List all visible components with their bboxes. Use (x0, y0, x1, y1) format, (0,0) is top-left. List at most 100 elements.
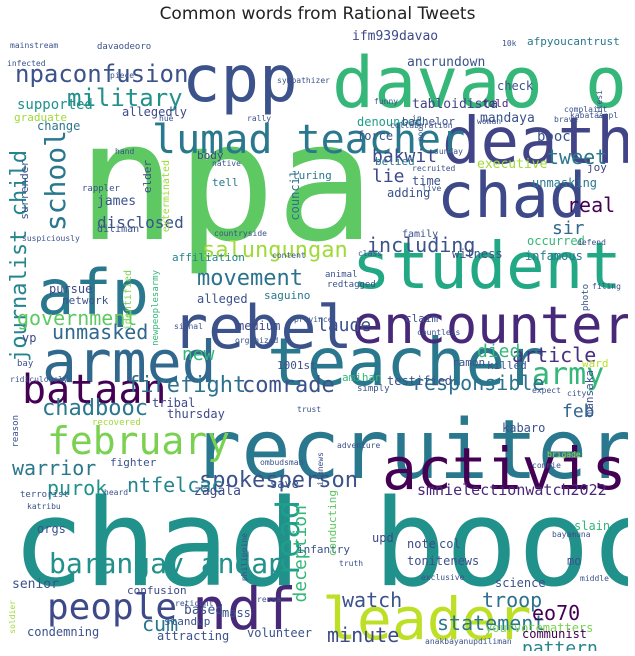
word-live: live (422, 184, 442, 193)
word-mo: mo (567, 554, 582, 568)
word-executive: executive (477, 157, 548, 172)
word-slain: slain (574, 519, 611, 533)
word-activist: activist (382, 435, 628, 503)
word-ntfelcac: ntfelcac (127, 473, 224, 497)
word-filing: filing (592, 282, 621, 291)
word-luring: luring (292, 169, 332, 182)
word-teacher: teacher (267, 324, 546, 401)
word-10k: 10k (502, 39, 517, 48)
word-including: including (367, 233, 476, 257)
word-rebel: rebel (172, 293, 353, 363)
word-exterminated: exterminated (161, 160, 172, 233)
word-infantry: infantry (297, 543, 350, 556)
word-anakbayanupdiliman: anakbayanupdiliman (425, 637, 512, 646)
word-kabataanpl: kabataanpl (570, 111, 619, 120)
word-cum: cum (142, 612, 179, 636)
word-condemning: condemning (27, 625, 100, 639)
word-unmasked: unmasked (52, 320, 149, 344)
word-ressa: ressa (257, 595, 282, 604)
word-middle: middle (580, 574, 609, 583)
word-died: died (477, 341, 521, 362)
word-bachelor: bachelor (402, 115, 455, 128)
word-ip: ip (412, 114, 422, 123)
word-ombudsman: ombudsman (260, 458, 304, 467)
word-check: check (497, 79, 534, 93)
word-collaboration: collaboration (390, 121, 453, 130)
word-time: time (412, 174, 441, 188)
word-thursday: thursday (167, 407, 225, 421)
word-ramon: ramon (452, 356, 486, 369)
word-content: content (272, 251, 306, 260)
word-tweet: tweet (547, 145, 608, 169)
word-volunteer: volunteer (247, 626, 313, 640)
word-watch: watch (342, 588, 403, 612)
word-sir: sir (552, 218, 585, 239)
word-network: network (62, 294, 109, 307)
word-james: james (97, 194, 137, 209)
word-soldier: soldier (8, 600, 17, 634)
word-trust: trust (297, 405, 322, 414)
word-encounter: encounter (352, 296, 628, 356)
word-tell: tell (212, 176, 239, 189)
word-fighter: fighter (110, 456, 157, 469)
word-city: city (567, 389, 587, 398)
word-ndf: ndf (192, 575, 297, 643)
word-expect: expect (532, 386, 561, 395)
word-sunday: sunday (434, 147, 463, 156)
word-communist: communist (522, 627, 588, 641)
word-rappler: rappler (82, 184, 120, 194)
word-denounced: denounced (357, 115, 423, 129)
word-ward: ward (582, 357, 609, 370)
word-simply: simply (357, 384, 390, 394)
word-suspiciously: suspiciously (22, 234, 80, 243)
word-change: change (37, 119, 81, 133)
word-leader: leader (322, 585, 532, 651)
word-chad: chad (437, 159, 587, 232)
word-pursue: pursue (49, 282, 93, 296)
word-saguino: saguino (264, 289, 311, 302)
word-heard: heard (104, 488, 129, 497)
word-graduate: graduate (14, 111, 67, 124)
word-force: force (357, 129, 394, 143)
word-brigade: brigade (547, 450, 581, 459)
word-mandaya: mandaya (480, 111, 535, 126)
word-redtagged: redtagged (327, 280, 376, 290)
word-yourvotematters: yourvotematters (485, 621, 594, 635)
word-countless: countless (417, 328, 461, 337)
word-province: province (294, 315, 333, 324)
word-countryside: countryside (214, 229, 267, 238)
word-comrade: comrade (242, 373, 335, 398)
word-newpeoplesarmy: newpeoplesarmy (151, 270, 161, 346)
word-chadbooc: chadbooc (42, 396, 148, 421)
word-army: army (532, 357, 605, 392)
word-attracting: attracting (157, 629, 230, 643)
word-note: note (407, 537, 436, 551)
word-smnielectionwatch2022: smnielectionwatch2022 (417, 481, 607, 499)
word-kabaro: kabaro (502, 421, 546, 435)
word-recovered: recovered (92, 418, 141, 428)
word-npa: npa (77, 86, 376, 278)
word-col: col (439, 537, 461, 551)
word-medium: medium (237, 319, 281, 333)
word-spokesperson: spokesperson (199, 468, 358, 493)
word-reticent: reticent (175, 599, 214, 608)
word-body: body (197, 149, 224, 162)
word-recruiter: recruiter (192, 403, 628, 498)
word-recruited: recruited (412, 164, 456, 173)
word-infected: infected (7, 59, 46, 68)
word-troop: troop (482, 588, 543, 612)
word-conducting: conducting (326, 490, 339, 557)
word-unmasking: unmasking (532, 176, 598, 190)
word-affiliation: affiliation (172, 251, 245, 264)
word-lie: lie (372, 166, 405, 187)
word-lumad-teacher: lumad teacher (152, 117, 466, 163)
word-allegedly: allegedly (122, 105, 188, 119)
word-organized: organized (235, 336, 279, 345)
word-identified: identified (123, 270, 134, 331)
word-feb: feb (562, 401, 595, 422)
word-truth: truth (339, 559, 364, 568)
word-hue: hue (159, 114, 174, 123)
word-mass: mass (222, 606, 251, 620)
word-tribal: tribal (152, 396, 196, 410)
word-davao-oro: davao oro (332, 42, 628, 124)
